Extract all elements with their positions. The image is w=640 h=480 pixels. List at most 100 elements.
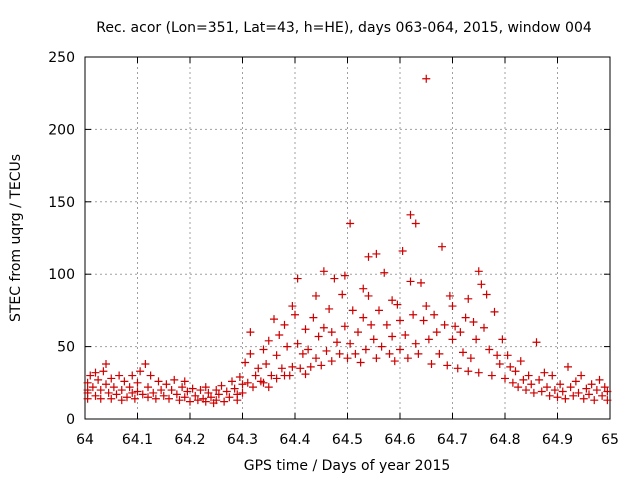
data-point xyxy=(259,345,268,354)
data-point xyxy=(319,323,328,332)
data-point xyxy=(527,380,536,389)
x-tick-label: 64.1 xyxy=(122,432,153,448)
data-point xyxy=(553,393,562,402)
data-point xyxy=(96,386,105,395)
data-point xyxy=(390,357,399,366)
data-point xyxy=(461,313,470,322)
data-point xyxy=(338,290,347,299)
data-point xyxy=(117,396,126,405)
data-point xyxy=(448,302,457,311)
data-point xyxy=(359,284,368,293)
data-point xyxy=(104,388,113,397)
data-point xyxy=(212,396,221,405)
data-point xyxy=(238,380,247,389)
data-point xyxy=(201,383,210,392)
data-point xyxy=(469,317,478,326)
data-point xyxy=(550,386,559,395)
data-point xyxy=(259,378,268,387)
data-point xyxy=(393,300,402,309)
data-point xyxy=(545,391,554,400)
data-point xyxy=(477,280,486,289)
data-point xyxy=(243,378,252,387)
data-point xyxy=(346,339,355,348)
data-point xyxy=(582,384,591,393)
data-point xyxy=(230,384,239,393)
data-point xyxy=(409,310,418,319)
data-point xyxy=(272,351,281,360)
data-point xyxy=(293,274,302,283)
data-point xyxy=(172,390,181,399)
data-point xyxy=(385,349,394,358)
data-point xyxy=(165,394,173,403)
data-point xyxy=(146,371,155,380)
data-point xyxy=(561,394,570,403)
grid-layer xyxy=(85,57,610,419)
data-point xyxy=(141,359,150,368)
data-point xyxy=(414,349,423,358)
data-point xyxy=(529,388,538,397)
data-point xyxy=(102,359,110,368)
data-point xyxy=(291,310,299,319)
data-point xyxy=(369,335,378,344)
data-point xyxy=(138,390,147,399)
data-point xyxy=(235,373,244,382)
data-point xyxy=(508,378,517,387)
data-point xyxy=(170,375,179,384)
data-point xyxy=(288,362,297,371)
data-point xyxy=(180,377,189,386)
x-tick-label: 65 xyxy=(601,432,619,448)
data-point xyxy=(304,345,313,354)
data-point xyxy=(566,383,575,392)
data-point xyxy=(380,268,389,277)
data-point xyxy=(312,354,320,363)
data-point xyxy=(372,249,381,258)
data-point xyxy=(432,328,441,337)
data-point xyxy=(388,296,397,305)
data-point xyxy=(524,371,533,380)
data-point xyxy=(288,302,297,311)
data-point xyxy=(293,339,302,348)
data-point xyxy=(151,394,160,403)
data-point xyxy=(346,219,355,228)
data-point xyxy=(178,383,187,392)
data-point xyxy=(406,210,415,219)
data-point xyxy=(201,397,210,406)
data-point xyxy=(94,375,103,384)
data-point xyxy=(317,361,326,370)
data-point xyxy=(251,371,260,380)
data-point xyxy=(91,391,100,400)
data-point xyxy=(396,345,404,354)
data-point xyxy=(333,338,341,347)
data-point xyxy=(196,386,205,395)
y-tick-label: 200 xyxy=(48,122,75,138)
data-point xyxy=(453,364,462,373)
data-point xyxy=(222,387,231,396)
data-point xyxy=(388,332,397,341)
data-point xyxy=(503,351,512,360)
data-point xyxy=(364,291,373,300)
x-tick-label: 64.9 xyxy=(542,432,573,448)
data-point xyxy=(422,74,431,83)
data-point xyxy=(445,291,454,300)
y-tick-label: 250 xyxy=(48,50,75,66)
data-point xyxy=(186,397,194,406)
data-point xyxy=(556,380,565,389)
data-point xyxy=(88,383,97,392)
data-point xyxy=(343,354,352,363)
data-point xyxy=(474,368,483,377)
data-point xyxy=(354,328,362,337)
data-point xyxy=(377,342,386,351)
data-point xyxy=(569,391,578,400)
data-point xyxy=(440,320,449,329)
data-point xyxy=(144,383,152,392)
data-point xyxy=(401,331,410,340)
data-point xyxy=(501,374,509,383)
data-point xyxy=(133,387,142,396)
data-point xyxy=(537,387,546,396)
data-point xyxy=(411,339,420,348)
data-point xyxy=(96,394,105,403)
x-tick-label: 64.2 xyxy=(174,432,205,448)
data-point xyxy=(133,378,142,387)
data-point xyxy=(214,390,223,399)
data-point xyxy=(322,346,331,355)
